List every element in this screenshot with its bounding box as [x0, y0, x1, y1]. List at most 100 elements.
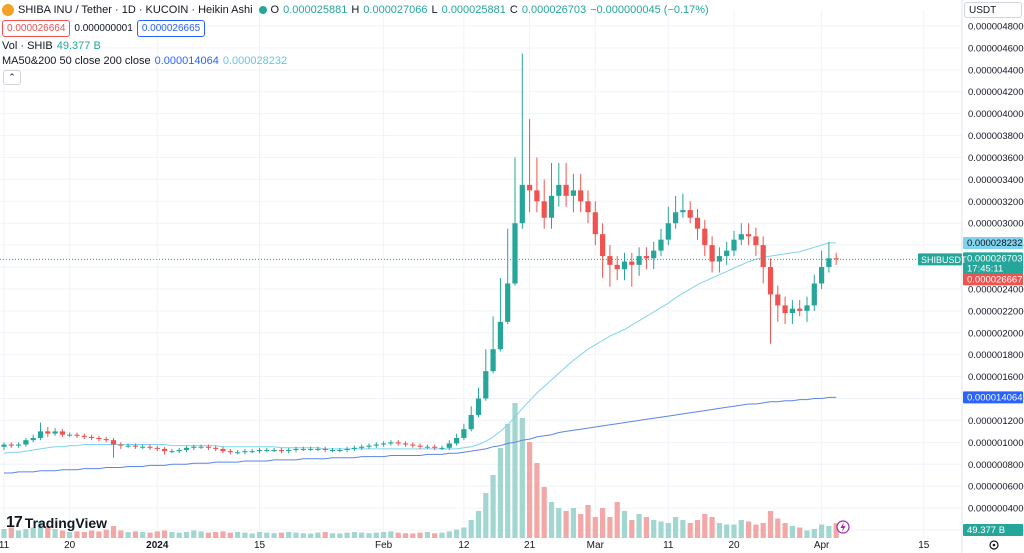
candle[interactable] [738, 223, 744, 246]
volume-legend[interactable]: Vol · SHIB 49.377 B [2, 40, 105, 52]
buy-price-button[interactable]: 0.000026665 [136, 20, 206, 37]
gear-icon[interactable] [989, 540, 999, 550]
candle[interactable] [278, 447, 284, 454]
volume-bar[interactable] [475, 511, 482, 538]
volume-bar[interactable] [417, 532, 423, 538]
candle[interactable] [191, 444, 197, 451]
volume-bar[interactable] [738, 520, 744, 538]
volume-bar[interactable] [483, 493, 489, 538]
volume-bar[interactable] [505, 424, 511, 538]
volume-bar[interactable] [614, 502, 620, 538]
volume-bar[interactable] [432, 533, 438, 538]
volume-bar[interactable] [804, 530, 810, 539]
volume-bar[interactable] [585, 505, 591, 538]
candle[interactable] [59, 429, 65, 437]
volume-bar[interactable] [213, 532, 219, 538]
volume-bar[interactable] [132, 531, 138, 538]
volume-bar[interactable] [527, 442, 533, 538]
volume-bar[interactable] [665, 523, 671, 538]
volume-bar[interactable] [519, 418, 525, 538]
candle[interactable] [826, 241, 832, 273]
volume-bar[interactable] [351, 532, 357, 538]
candle[interactable] [30, 434, 36, 443]
candle[interactable] [96, 435, 102, 442]
candle[interactable] [621, 252, 628, 281]
candle[interactable] [556, 162, 562, 207]
candle[interactable] [570, 173, 576, 213]
candle[interactable] [110, 437, 117, 458]
volume-bar[interactable] [819, 524, 825, 539]
volume-bar[interactable] [344, 532, 350, 538]
volume-bar[interactable] [592, 517, 598, 538]
candle[interactable] [797, 299, 803, 317]
volume-bar[interactable] [687, 523, 693, 538]
candle[interactable] [74, 432, 80, 438]
symbol-price-tag[interactable]: SHIBUSDT [918, 253, 967, 266]
candle[interactable] [337, 447, 343, 453]
candle[interactable] [300, 446, 306, 452]
candle[interactable] [359, 444, 365, 451]
volume-bar[interactable] [198, 531, 204, 538]
volume-bar[interactable] [293, 532, 299, 538]
volume-bar[interactable] [439, 532, 445, 538]
volume-bar[interactable] [125, 532, 131, 538]
volume-bar[interactable] [702, 514, 708, 538]
candle[interactable] [395, 440, 401, 446]
volume-bar[interactable] [30, 527, 36, 539]
candle[interactable] [410, 442, 416, 448]
volume-bar[interactable] [67, 532, 73, 538]
volume-bar[interactable] [446, 531, 452, 538]
candle[interactable] [52, 428, 58, 436]
candle[interactable] [344, 446, 350, 453]
candle[interactable] [629, 252, 635, 287]
volume-bar[interactable] [89, 530, 95, 539]
candle[interactable] [315, 446, 321, 452]
candle[interactable] [585, 190, 591, 224]
candle[interactable] [125, 443, 131, 448]
candle[interactable] [548, 162, 555, 229]
volume-bar[interactable] [636, 514, 642, 538]
volume-bar[interactable] [629, 520, 635, 538]
candle[interactable] [198, 444, 204, 449]
volume-bar[interactable] [249, 533, 255, 539]
symbol-title[interactable]: SHIBA INU / Tether · 1D · KUCOIN · Heiki… [18, 4, 253, 16]
candle[interactable] [680, 193, 686, 218]
candle[interactable] [37, 422, 44, 441]
candle[interactable] [804, 296, 810, 322]
volume-bar[interactable] [694, 520, 701, 538]
candle[interactable] [154, 445, 160, 452]
volume-bar[interactable] [410, 533, 416, 539]
candle[interactable] [16, 442, 22, 448]
candle[interactable] [388, 440, 394, 446]
candle[interactable] [746, 223, 752, 246]
candle[interactable] [271, 447, 277, 453]
candle[interactable] [162, 446, 168, 455]
volume-bar[interactable] [731, 524, 737, 539]
volume-bar[interactable] [490, 475, 496, 538]
volume-bar[interactable] [570, 508, 576, 538]
candle[interactable] [651, 241, 657, 270]
candle[interactable] [249, 448, 255, 454]
volume-bar[interactable] [811, 529, 817, 538]
candle[interactable] [753, 227, 759, 257]
candle[interactable] [81, 433, 87, 440]
candle[interactable] [775, 285, 781, 322]
candle[interactable] [643, 247, 649, 270]
volume-bar[interactable] [534, 463, 540, 538]
volume-bar[interactable] [110, 526, 117, 538]
candle[interactable] [519, 53, 525, 229]
volume-bar[interactable] [52, 529, 58, 538]
volume-bar[interactable] [59, 530, 65, 539]
volume-bar[interactable] [651, 520, 657, 538]
candle[interactable] [702, 219, 708, 257]
volume-bar[interactable] [541, 487, 547, 538]
volume-bar[interactable] [235, 532, 241, 538]
volume-bar[interactable] [220, 531, 226, 538]
volume-bar[interactable] [424, 532, 430, 538]
volume-bar[interactable] [315, 532, 321, 538]
candle[interactable] [329, 447, 336, 453]
candle[interactable] [220, 446, 226, 454]
volume-bar[interactable] [548, 502, 555, 538]
volume-bar[interactable] [329, 533, 336, 538]
candle[interactable] [381, 441, 387, 447]
